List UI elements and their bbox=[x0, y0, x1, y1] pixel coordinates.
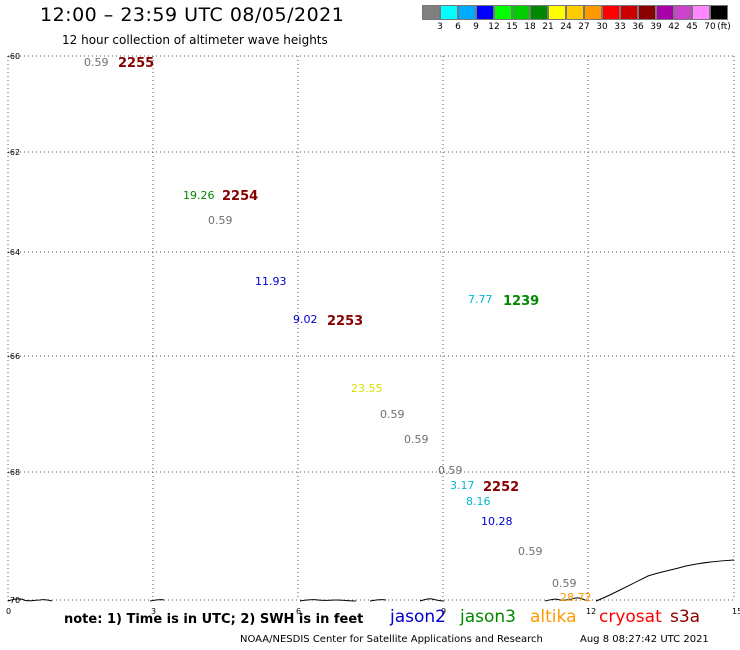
colorbar-label: 27 bbox=[578, 22, 590, 32]
colorbar-swatch bbox=[602, 5, 620, 20]
footer-timestamp: Aug 8 08:27:42 UTC 2021 bbox=[580, 634, 709, 645]
wave-height-value: 0.59 bbox=[208, 214, 233, 227]
colorbar-label: 21 bbox=[542, 22, 554, 32]
latitude-label: -60 bbox=[7, 52, 20, 61]
pass-label: 2252 bbox=[483, 480, 519, 495]
pass-label: 1239 bbox=[503, 294, 539, 309]
latitude-labels: -60 -62 -64 -66 -68 -70 bbox=[7, 52, 20, 605]
longitude-label: 15 bbox=[732, 607, 740, 616]
colorbar-swatch bbox=[656, 5, 674, 20]
observations: 0.59 19.26 0.59 11.93 9.02 7.77 23.55 0.59 0.59 0… bbox=[84, 56, 592, 604]
wave-height-value: 10.28 bbox=[481, 515, 513, 528]
colorbar-swatch bbox=[692, 5, 710, 20]
wave-height-colorbar bbox=[422, 5, 728, 20]
colorbar-swatch bbox=[458, 5, 476, 20]
longitude-labels: 0 3 6 9 12 15 bbox=[6, 607, 740, 616]
wave-height-value: 8.16 bbox=[466, 495, 491, 508]
wave-height-value: 9.02 bbox=[293, 313, 318, 326]
wave-height-value: 3.17 bbox=[450, 479, 475, 492]
colorbar-labels: 3 6 9 12 15 18 21 24 27 30 33 36 39 42 45 70 (ft) bbox=[422, 22, 732, 34]
colorbar-label: 70 bbox=[704, 22, 716, 32]
colorbar-swatch bbox=[584, 5, 602, 20]
colorbar-label: 12 bbox=[488, 22, 500, 32]
map-grid bbox=[7, 55, 735, 601]
wave-height-value: 0.59 bbox=[380, 408, 405, 421]
wave-height-value: 28.72 bbox=[560, 591, 592, 604]
latitude-label: -64 bbox=[7, 248, 20, 257]
legend-jason3: jason3 bbox=[460, 607, 516, 627]
wave-height-value: 7.77 bbox=[468, 293, 493, 306]
wave-height-value: 0.59 bbox=[552, 577, 577, 590]
colorbar-swatch bbox=[512, 5, 530, 20]
colorbar-swatch bbox=[566, 5, 584, 20]
colorbar-label: 36 bbox=[632, 22, 644, 32]
colorbar-swatch bbox=[620, 5, 638, 20]
map-subtitle: 12 hour collection of altimeter wave hei… bbox=[62, 33, 328, 47]
colorbar-swatch bbox=[530, 5, 548, 20]
legend-altika: altika bbox=[530, 607, 577, 627]
colorbar-label: 42 bbox=[668, 22, 680, 32]
pass-label: 2255 bbox=[118, 56, 154, 71]
colorbar-label: 15 bbox=[506, 22, 518, 32]
legend-jason2: jason2 bbox=[390, 607, 446, 627]
colorbar-swatch bbox=[710, 5, 728, 20]
latitude-label: -68 bbox=[7, 468, 20, 477]
colorbar-label: 18 bbox=[524, 22, 536, 32]
longitude-label: 6 bbox=[296, 607, 301, 616]
colorbar-label: (ft) bbox=[717, 22, 731, 32]
wave-height-value: 23.55 bbox=[351, 382, 383, 395]
colorbar-label: 24 bbox=[560, 22, 572, 32]
wave-height-value: 19.26 bbox=[183, 189, 215, 202]
longitude-label: 0 bbox=[6, 607, 11, 616]
wave-height-value: 0.59 bbox=[518, 545, 543, 558]
colorbar-swatch bbox=[548, 5, 566, 20]
colorbar-swatch bbox=[494, 5, 512, 20]
wave-height-value: 11.93 bbox=[255, 275, 287, 288]
colorbar-swatch bbox=[422, 5, 440, 20]
colorbar-swatch bbox=[674, 5, 692, 20]
pass-labels: 2255 2254 2253 1239 2252 bbox=[118, 56, 539, 495]
footer-credit: NOAA/NESDIS Center for Satellite Applica… bbox=[240, 634, 543, 645]
latitude-label: -62 bbox=[7, 148, 20, 157]
latitude-label: -66 bbox=[7, 352, 20, 361]
wave-height-value: 0.59 bbox=[438, 464, 463, 477]
colorbar-swatch bbox=[638, 5, 656, 20]
pass-label: 2254 bbox=[222, 189, 258, 204]
longitude-label: 12 bbox=[586, 607, 596, 616]
pass-label: 2253 bbox=[327, 314, 363, 329]
colorbar-swatch bbox=[476, 5, 494, 20]
colorbar-label: 3 bbox=[437, 22, 443, 32]
colorbar-swatch bbox=[440, 5, 458, 20]
wave-height-value: 0.59 bbox=[84, 56, 109, 69]
map-title: 12:00 – 23:59 UTC 08/05/2021 bbox=[40, 4, 345, 26]
coastline bbox=[7, 559, 735, 602]
wave-height-value: 0.59 bbox=[404, 433, 429, 446]
units-note: note: 1) Time is in UTC; 2) SWH is in fe… bbox=[64, 612, 364, 627]
colorbar-label: 9 bbox=[473, 22, 479, 32]
colorbar-label: 33 bbox=[614, 22, 626, 32]
longitude-label: 9 bbox=[441, 607, 446, 616]
colorbar-label: 39 bbox=[650, 22, 662, 32]
longitude-label: 3 bbox=[151, 607, 156, 616]
colorbar-label: 6 bbox=[455, 22, 461, 32]
legend-cryosat: cryosat bbox=[599, 607, 662, 627]
colorbar-label: 30 bbox=[596, 22, 608, 32]
legend-s3a: s3a bbox=[670, 607, 701, 627]
latitude-label: -70 bbox=[7, 596, 20, 605]
colorbar-label: 45 bbox=[686, 22, 698, 32]
